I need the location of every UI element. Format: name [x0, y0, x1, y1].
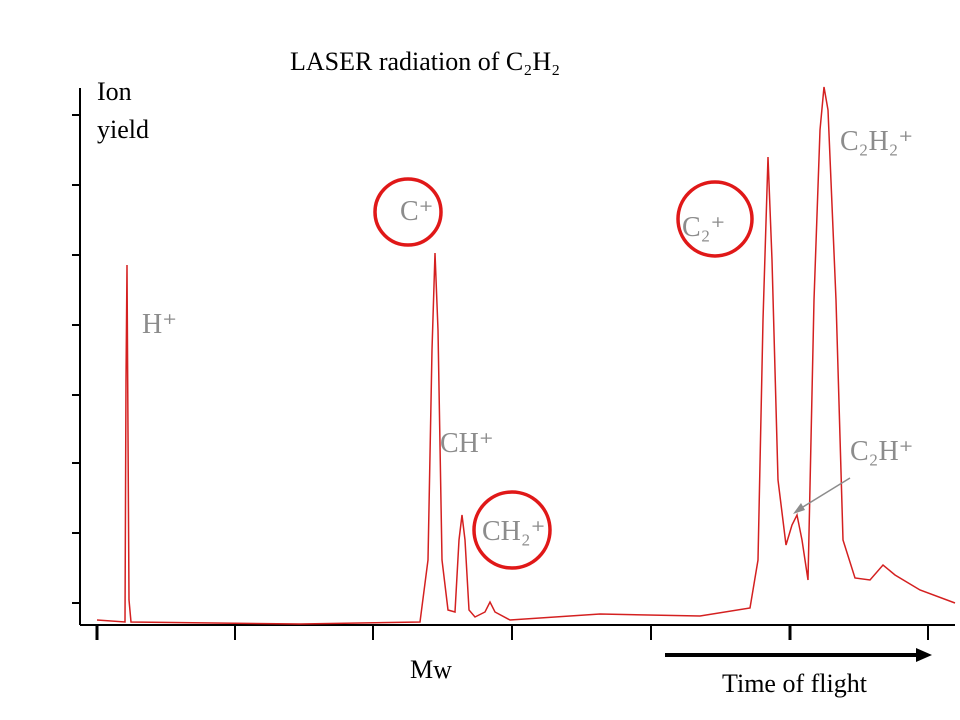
peak-label: C₂H⁺	[850, 436, 913, 467]
peak-label: H⁺	[142, 309, 177, 340]
y-ticks	[72, 114, 80, 604]
spectrum-trace	[96, 86, 956, 625]
pointer-arrow	[797, 477, 851, 511]
circle	[472, 490, 552, 570]
peak-label: C₂⁺	[682, 212, 725, 243]
axes	[72, 88, 955, 640]
peak-label: C⁺	[400, 196, 433, 227]
arrow-label: Time of flight	[722, 669, 868, 698]
peak-label: CH₂⁺	[482, 516, 545, 547]
y-label: Ion	[97, 77, 132, 106]
x-ticks	[95, 625, 929, 640]
peak-label: CH⁺	[440, 428, 494, 459]
y-label: yield	[97, 115, 149, 144]
circle	[676, 180, 754, 258]
tof-arrow-head	[916, 648, 932, 662]
circle	[373, 177, 443, 247]
x-label: Mw	[410, 655, 452, 684]
highlight-circles	[373, 177, 754, 570]
arrow-head	[793, 503, 805, 514]
title: LASER radiation of C₂H₂	[290, 47, 560, 76]
peak-label: C₂H₂⁺	[840, 126, 913, 157]
